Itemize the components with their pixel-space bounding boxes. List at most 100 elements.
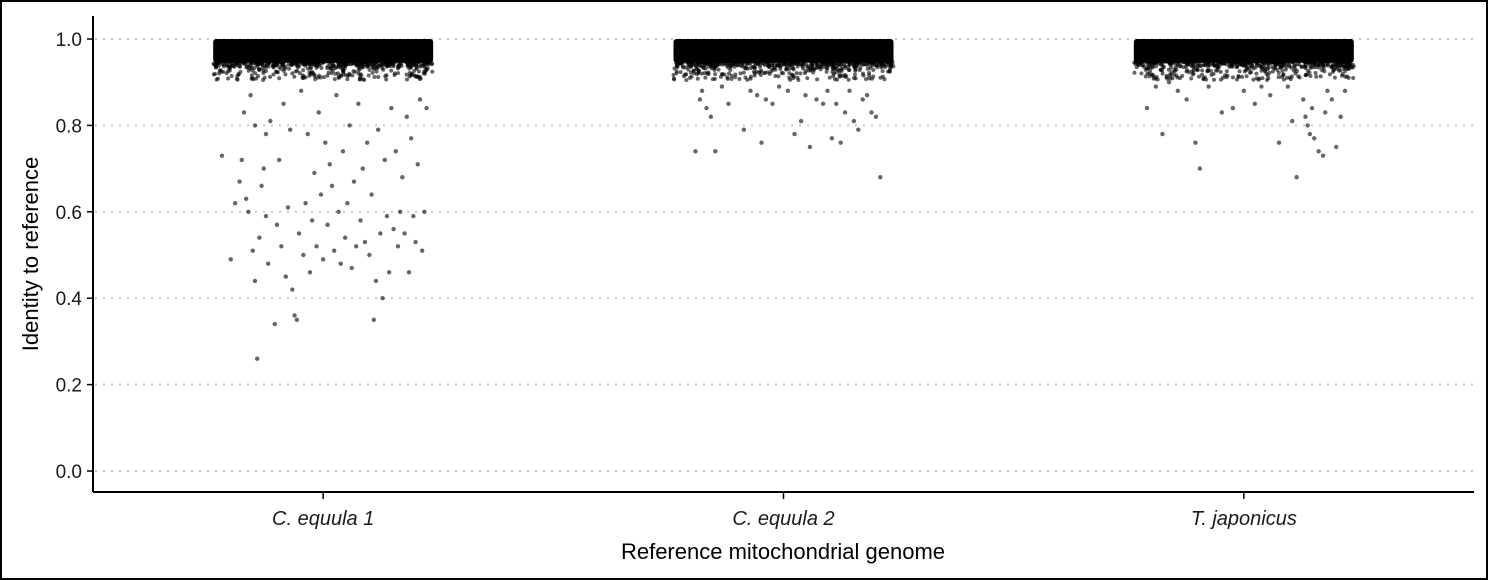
data-point — [271, 72, 276, 77]
data-point — [1296, 74, 1301, 79]
data-point — [832, 77, 837, 82]
data-point — [345, 77, 350, 82]
data-point — [1206, 65, 1211, 70]
data-point — [424, 105, 429, 111]
data-point — [703, 75, 708, 80]
data-point — [816, 62, 821, 67]
data-point — [803, 69, 808, 74]
data-point — [776, 84, 782, 89]
y-tick-label: 0.6 — [56, 203, 82, 224]
data-point — [283, 72, 288, 77]
data-point — [358, 77, 363, 82]
dense-point-band — [213, 39, 434, 63]
data-point — [300, 73, 305, 78]
data-point — [684, 72, 689, 77]
data-point — [864, 92, 870, 98]
data-point — [726, 101, 731, 107]
data-point — [808, 68, 813, 73]
data-point — [294, 60, 299, 65]
data-point — [851, 62, 856, 67]
data-point — [301, 252, 306, 258]
data-point — [871, 74, 876, 79]
data-point — [752, 73, 757, 78]
data-point — [773, 74, 778, 79]
data-point — [716, 67, 721, 72]
data-point — [1146, 60, 1151, 65]
data-point — [815, 77, 820, 82]
data-point — [1303, 72, 1308, 77]
data-point — [700, 64, 705, 69]
data-point — [304, 60, 309, 65]
data-point — [1322, 58, 1327, 63]
data-point — [276, 157, 282, 163]
data-point — [1134, 65, 1139, 70]
data-point — [702, 62, 707, 67]
data-point — [1158, 59, 1163, 64]
data-point — [256, 74, 261, 79]
dense-point-band — [673, 39, 894, 63]
data-point — [411, 213, 416, 219]
data-point — [283, 274, 288, 279]
data-point — [883, 65, 888, 70]
data-point — [404, 114, 409, 119]
data-point — [820, 59, 825, 64]
data-point — [243, 196, 249, 202]
data-point — [1318, 62, 1323, 67]
y-tick-label: 0.0 — [56, 462, 82, 483]
data-point — [1256, 77, 1261, 82]
data-point — [725, 76, 730, 81]
data-point — [1331, 61, 1336, 66]
data-point — [682, 58, 687, 63]
data-point — [397, 209, 403, 214]
data-point — [232, 200, 238, 206]
data-point — [218, 68, 223, 73]
data-point — [339, 59, 344, 64]
data-point — [1204, 59, 1209, 64]
data-point — [1155, 60, 1160, 65]
data-point — [737, 77, 742, 82]
data-point — [1280, 68, 1285, 73]
data-point — [336, 209, 341, 214]
data-point — [384, 213, 390, 219]
data-point — [1242, 69, 1247, 74]
data-point — [287, 66, 292, 71]
data-point — [689, 59, 694, 64]
data-point — [325, 73, 330, 78]
data-point — [1158, 67, 1163, 72]
data-point — [244, 65, 249, 70]
data-point — [408, 73, 413, 78]
data-point — [1139, 71, 1144, 76]
data-point — [358, 59, 363, 64]
data-point — [375, 65, 380, 70]
data-point — [285, 205, 291, 210]
data-point — [327, 162, 332, 167]
data-point — [748, 88, 753, 94]
data-point — [754, 61, 759, 66]
data-point — [235, 59, 240, 64]
data-point — [1241, 88, 1247, 94]
data-point — [246, 209, 251, 214]
data-point — [764, 59, 769, 64]
data-point — [325, 222, 330, 227]
y-tick-label: 0.4 — [56, 289, 83, 310]
data-point — [1289, 65, 1294, 70]
data-point — [316, 110, 321, 115]
data-point — [1307, 62, 1312, 67]
data-point — [1283, 67, 1288, 72]
data-point — [360, 166, 365, 171]
data-point — [1301, 97, 1306, 102]
data-point — [1276, 140, 1282, 145]
data-point — [1193, 140, 1198, 145]
data-point — [795, 64, 800, 69]
data-point — [1233, 60, 1238, 65]
x-tick-label: C. equula 1 — [272, 508, 374, 530]
data-point — [843, 74, 848, 79]
data-point — [416, 69, 421, 74]
data-point — [1268, 92, 1273, 98]
y-tick-label: 0.8 — [56, 116, 82, 137]
data-point — [214, 77, 219, 82]
data-point — [833, 61, 838, 66]
data-point — [317, 73, 322, 78]
data-point — [1267, 70, 1272, 75]
data-point — [391, 61, 396, 66]
